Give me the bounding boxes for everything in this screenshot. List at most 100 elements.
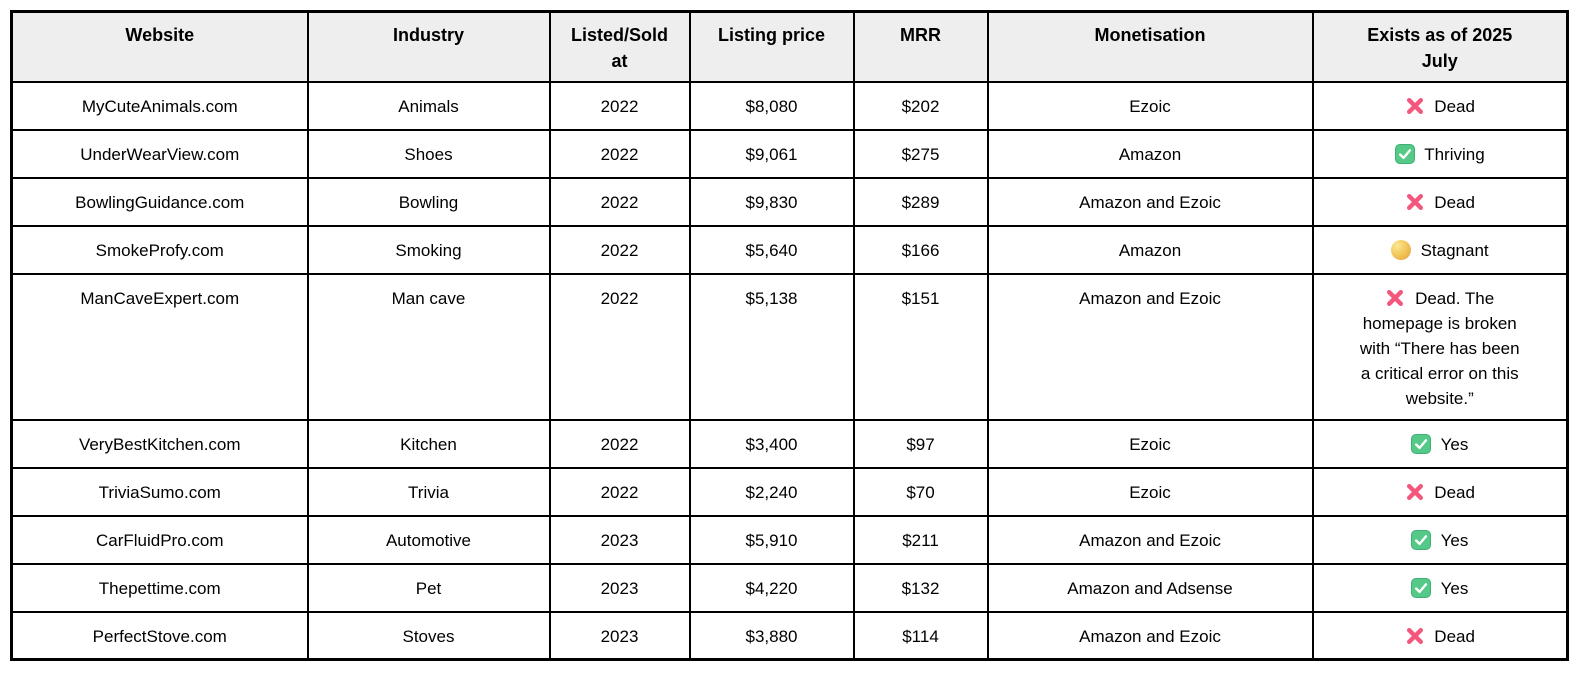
cross-icon [1405,192,1425,212]
monetisation-cell: Amazon and Adsense [986,562,1314,613]
table-row: Thepettime.com Pet 2023 $4,220 $132 Amaz… [10,562,1569,613]
listed-cell: 2022 [548,272,691,421]
industry-cell: Stoves [306,610,551,661]
listed-cell: 2023 [548,610,691,661]
table-row: TriviaSumo.com Trivia 2022 $2,240 $70 Ez… [10,466,1569,517]
table-row: UnderWearView.com Shoes 2022 $9,061 $275… [10,128,1569,179]
table-row: MyCuteAnimals.com Animals 2022 $8,080 $2… [10,80,1569,131]
mrr-cell: $211 [852,514,989,565]
monetisation-cell: Ezoic [986,466,1314,517]
table-row: VeryBestKitchen.com Kitchen 2022 $3,400 … [10,418,1569,469]
table-row: CarFluidPro.com Automotive 2023 $5,910 $… [10,514,1569,565]
listed-cell: 2022 [548,80,691,131]
mrr-cell: $289 [852,176,989,227]
price-cell: $9,061 [688,128,855,179]
price-cell: $9,830 [688,176,855,227]
status-text: Dead [1434,626,1475,646]
monetisation-cell: Amazon and Ezoic [986,514,1314,565]
monetisation-cell: Amazon [986,128,1314,179]
website-cell: MyCuteAnimals.com [10,80,309,131]
monetisation-cell: Amazon [986,224,1314,275]
price-cell: $5,640 [688,224,855,275]
status-cell: Dead [1311,466,1569,517]
cross-icon [1405,96,1425,116]
status-text: Stagnant [1420,240,1489,260]
status-text: Dead. The homepage is broken with “There… [1359,288,1520,408]
header-cell-mrr: MRR [852,10,989,83]
listed-cell: 2023 [548,514,691,565]
listed-cell: 2022 [548,176,691,227]
mrr-cell: $70 [852,466,989,517]
status-cell: Dead [1311,80,1569,131]
listed-cell: 2023 [548,562,691,613]
header-cell-price: Listing price [688,10,855,83]
header-row: Website Industry Listed/Sold at Listing pri… [10,10,1569,83]
industry-cell: Pet [306,562,551,613]
price-cell: $3,880 [688,610,855,661]
check-icon [1394,143,1415,164]
monetisation-cell: Amazon and Ezoic [986,176,1314,227]
status-cell: Yes [1311,418,1569,469]
website-cell: ManCaveExpert.com [10,272,309,421]
status-text: Yes [1440,578,1469,598]
listed-cell: 2022 [548,466,691,517]
websites-table: Website Industry Listed/Sold at Listing pri… [10,10,1569,661]
table-row: PerfectStove.com Stoves 2023 $3,880 $114… [10,610,1569,661]
mrr-cell: $114 [852,610,989,661]
monetisation-cell: Amazon and Ezoic [986,272,1314,421]
status-text: Dead [1434,96,1475,116]
website-cell: Thepettime.com [10,562,309,613]
status-text: Dead [1434,192,1475,212]
status-cell: Yes [1311,562,1569,613]
website-cell: TriviaSumo.com [10,466,309,517]
industry-cell: Trivia [306,466,551,517]
header-cell-monetisation: Monetisation [986,10,1314,83]
status-cell: Dead [1311,610,1569,661]
price-cell: $5,138 [688,272,855,421]
table-row: BowlingGuidance.com Bowling 2022 $9,830 … [10,176,1569,227]
price-cell: $4,220 [688,562,855,613]
listed-cell: 2022 [548,418,691,469]
mrr-cell: $202 [852,80,989,131]
header-cell-website: Website [10,10,309,83]
check-icon [1411,433,1432,454]
status-text: Dead [1434,482,1475,502]
website-cell: PerfectStove.com [10,610,309,661]
industry-cell: Man cave [306,272,551,421]
status-cell: Dead [1311,176,1569,227]
price-cell: $8,080 [688,80,855,131]
industry-cell: Automotive [306,514,551,565]
industry-cell: Smoking [306,224,551,275]
price-cell: $5,910 [688,514,855,565]
table-row: SmokeProfy.com Smoking 2022 $5,640 $166 … [10,224,1569,275]
status-cell: Dead. The homepage is broken with “There… [1311,272,1569,421]
industry-cell: Animals [306,80,551,131]
price-cell: $3,400 [688,418,855,469]
check-icon [1411,529,1432,550]
check-icon [1411,577,1432,598]
industry-cell: Bowling [306,176,551,227]
monetisation-cell: Ezoic [986,418,1314,469]
mrr-cell: $132 [852,562,989,613]
yellow-circle-icon [1390,239,1411,260]
header-cell-status: Exists as of 2025 July [1311,10,1569,83]
header-cell-listed: Listed/Sold at [548,10,691,83]
website-cell: CarFluidPro.com [10,514,309,565]
status-text: Yes [1440,530,1469,550]
website-cell: BowlingGuidance.com [10,176,309,227]
mrr-cell: $275 [852,128,989,179]
mrr-cell: $97 [852,418,989,469]
status-cell: Stagnant [1311,224,1569,275]
cross-icon [1405,626,1425,646]
mrr-cell: $166 [852,224,989,275]
website-cell: SmokeProfy.com [10,224,309,275]
price-cell: $2,240 [688,466,855,517]
listed-cell: 2022 [548,224,691,275]
industry-cell: Kitchen [306,418,551,469]
status-text: Yes [1440,434,1469,454]
status-cell: Thriving [1311,128,1569,179]
industry-cell: Shoes [306,128,551,179]
website-cell: UnderWearView.com [10,128,309,179]
cross-icon [1385,288,1405,308]
status-text: Thriving [1424,144,1485,164]
